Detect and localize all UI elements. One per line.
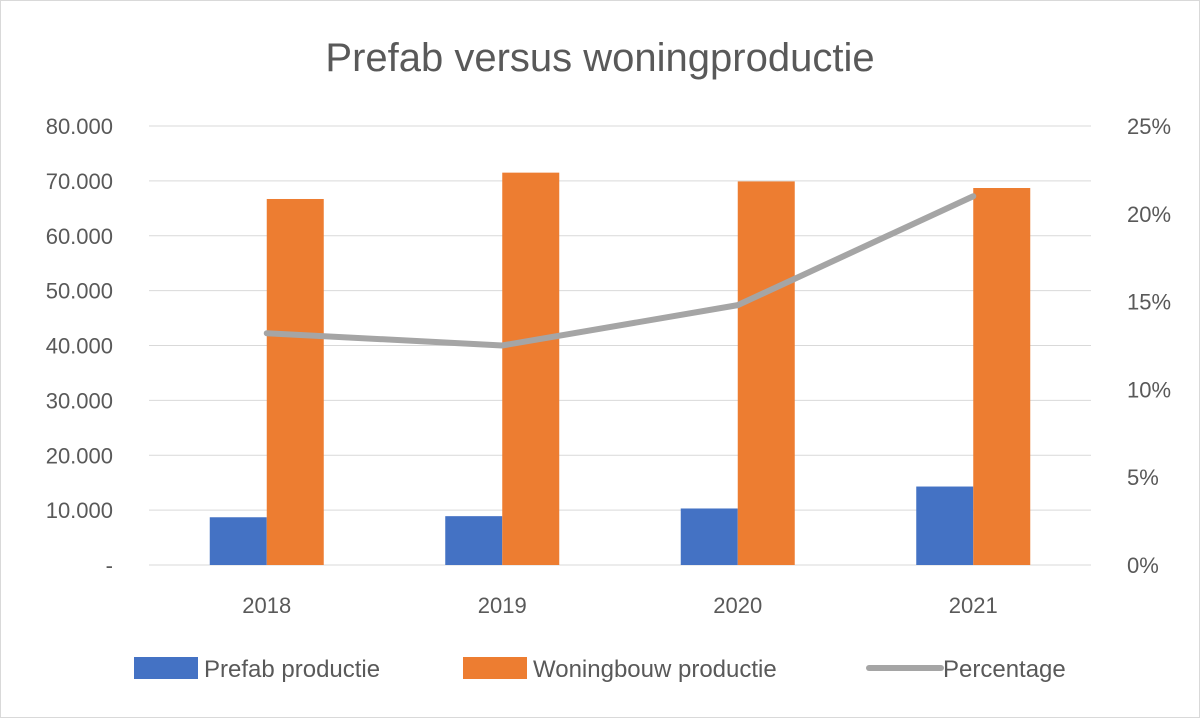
left-tick-label: 70.000 [46, 169, 113, 194]
right-tick-label: 10% [1127, 377, 1171, 402]
left-tick-label: 20.000 [46, 443, 113, 468]
percentage-line-group [263, 193, 977, 349]
right-tick-label: 0% [1127, 553, 1159, 578]
left-tick-label: 60.000 [46, 224, 113, 249]
right-axis-ticks: 0% 5% 10% 15% 20% 25% [1127, 114, 1171, 578]
percentage-line [263, 193, 977, 349]
legend-swatch-woningbouw-productie [463, 657, 527, 679]
bars-group [209, 172, 1031, 566]
x-tick-label: 2018 [242, 593, 291, 618]
bar-prefab-productie [680, 508, 738, 565]
legend-label-prefab-productie: Prefab productie [204, 656, 380, 683]
left-tick-label: - [106, 553, 113, 578]
bar-woningbouw-productie [266, 198, 324, 565]
right-tick-label: 25% [1127, 114, 1171, 139]
left-tick-label: 10.000 [46, 498, 113, 523]
left-axis-ticks: - 10.000 20.000 30.000 40.000 50.000 60.000 70.… [46, 114, 113, 578]
legend-swatch-prefab-productie [134, 657, 198, 679]
left-tick-label: 30.000 [46, 388, 113, 413]
bar-prefab-productie [916, 486, 974, 565]
bar-woningbouw-productie [973, 188, 1031, 566]
right-tick-label: 20% [1127, 202, 1171, 227]
bar-prefab-productie [209, 517, 267, 565]
chart-title: Prefab versus woningproductie [325, 36, 874, 80]
legend: Prefab productie Woningbouw productie Perc… [134, 656, 1066, 683]
x-tick-label: 2021 [949, 593, 998, 618]
bar-woningbouw-productie [737, 181, 795, 565]
left-tick-label: 80.000 [46, 114, 113, 139]
x-tick-label: 2019 [478, 593, 527, 618]
left-tick-label: 40.000 [46, 334, 113, 359]
bar-prefab-productie [445, 516, 503, 565]
legend-label-percentage: Percentage [943, 656, 1066, 683]
legend-label-woningbouw-productie: Woningbouw productie [533, 656, 777, 683]
right-tick-label: 5% [1127, 465, 1159, 490]
left-tick-label: 50.000 [46, 279, 113, 304]
x-tick-label: 2020 [713, 593, 762, 618]
right-tick-label: 15% [1127, 290, 1171, 315]
x-axis-ticks: 2018 2019 2020 2021 [242, 593, 997, 618]
bar-woningbouw-productie [502, 172, 560, 566]
